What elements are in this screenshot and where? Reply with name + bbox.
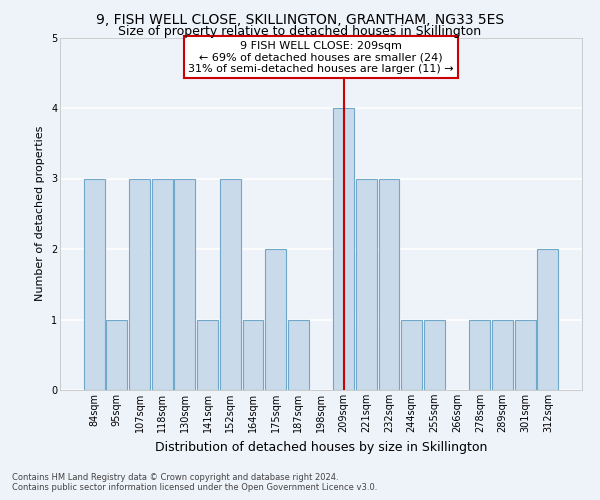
Bar bbox=[288, 320, 309, 390]
Bar bbox=[492, 320, 513, 390]
Bar bbox=[401, 320, 422, 390]
Bar bbox=[152, 178, 173, 390]
Bar bbox=[220, 178, 241, 390]
Text: Size of property relative to detached houses in Skillington: Size of property relative to detached ho… bbox=[118, 25, 482, 38]
Bar bbox=[197, 320, 218, 390]
X-axis label: Distribution of detached houses by size in Skillington: Distribution of detached houses by size … bbox=[155, 440, 487, 454]
Text: 9, FISH WELL CLOSE, SKILLINGTON, GRANTHAM, NG33 5ES: 9, FISH WELL CLOSE, SKILLINGTON, GRANTHA… bbox=[96, 12, 504, 26]
Bar bbox=[424, 320, 445, 390]
Bar bbox=[265, 249, 286, 390]
Bar bbox=[175, 178, 196, 390]
Bar bbox=[469, 320, 490, 390]
Text: 9 FISH WELL CLOSE: 209sqm
← 69% of detached houses are smaller (24)
31% of semi-: 9 FISH WELL CLOSE: 209sqm ← 69% of detac… bbox=[188, 40, 454, 74]
Bar bbox=[515, 320, 536, 390]
Bar bbox=[356, 178, 377, 390]
Bar bbox=[333, 108, 354, 390]
Y-axis label: Number of detached properties: Number of detached properties bbox=[35, 126, 46, 302]
Bar bbox=[106, 320, 127, 390]
Text: Contains HM Land Registry data © Crown copyright and database right 2024.
Contai: Contains HM Land Registry data © Crown c… bbox=[12, 473, 377, 492]
Bar bbox=[129, 178, 150, 390]
Bar bbox=[379, 178, 400, 390]
Bar bbox=[84, 178, 104, 390]
Bar bbox=[242, 320, 263, 390]
Bar bbox=[538, 249, 558, 390]
